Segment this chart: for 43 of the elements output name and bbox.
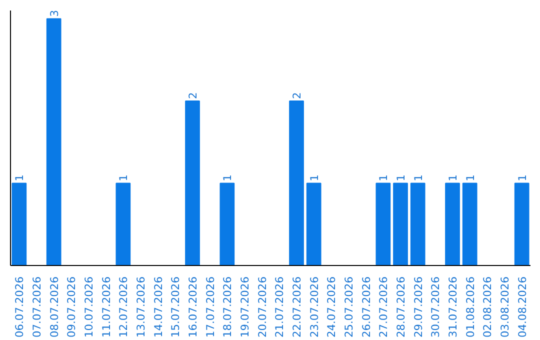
x-tick-label: 12.07.2026 [117, 276, 130, 338]
x-tick-label: 09.07.2026 [65, 276, 78, 338]
x-tick-label: 30.07.2026 [429, 276, 442, 338]
x-tick-label: 16.07.2026 [186, 276, 200, 338]
x-tick-label: 20.07.2026 [256, 276, 269, 338]
x-tick-label: 19.07.2026 [238, 276, 252, 338]
data-label: 2 [186, 92, 200, 99]
data-label: 1 [308, 174, 321, 182]
x-tick-label: 02.08.2026 [481, 276, 494, 338]
x-tick-label: 03.08.2026 [498, 276, 512, 338]
x-tick-label: 11.07.2026 [100, 276, 113, 338]
x-tick-label: 29.07.2026 [412, 276, 425, 338]
x-tick-label: 31.07.2026 [446, 276, 460, 338]
data-label: 1 [412, 174, 425, 182]
x-tick-label: 07.07.2026 [30, 276, 44, 338]
data-label: 1 [516, 174, 529, 182]
x-tick-label: 22.07.2026 [290, 276, 304, 338]
x-tick-label: 26.07.2026 [360, 276, 373, 338]
data-label: 2 [290, 92, 304, 99]
data-label: 1 [464, 174, 477, 182]
x-tick-label: 06.07.2026 [13, 276, 26, 338]
data-label: 3 [48, 10, 61, 17]
data-label: 1 [13, 174, 26, 182]
x-tick-label: 14.07.2026 [152, 276, 165, 338]
x-tick-label: 21.07.2026 [273, 276, 286, 338]
data-label: 1 [446, 174, 460, 182]
x-tick-label: 17.07.2026 [204, 276, 217, 338]
x-tick-label: 10.07.2026 [82, 276, 96, 338]
x-tick-label: 18.07.2026 [221, 276, 234, 338]
x-tick-label: 28.07.2026 [394, 276, 408, 338]
data-label: 1 [221, 174, 234, 182]
x-tick-label: 15.07.2026 [169, 276, 182, 338]
x-tick-label: 27.07.2026 [377, 276, 390, 338]
data-label: 1 [394, 174, 408, 182]
x-tick-label: 24.07.2026 [325, 276, 338, 338]
x-tick-label: 13.07.2026 [134, 276, 148, 338]
x-tick-label: 08.07.2026 [48, 276, 61, 338]
x-tick-label: 01.08.2026 [464, 276, 477, 338]
data-label: 1 [377, 174, 390, 182]
x-tick-label: 23.07.2026 [308, 276, 321, 338]
x-tick-label: 25.07.2026 [342, 276, 356, 338]
data-label: 1 [117, 174, 130, 182]
x-tick-label: 04.08.2026 [516, 276, 529, 338]
